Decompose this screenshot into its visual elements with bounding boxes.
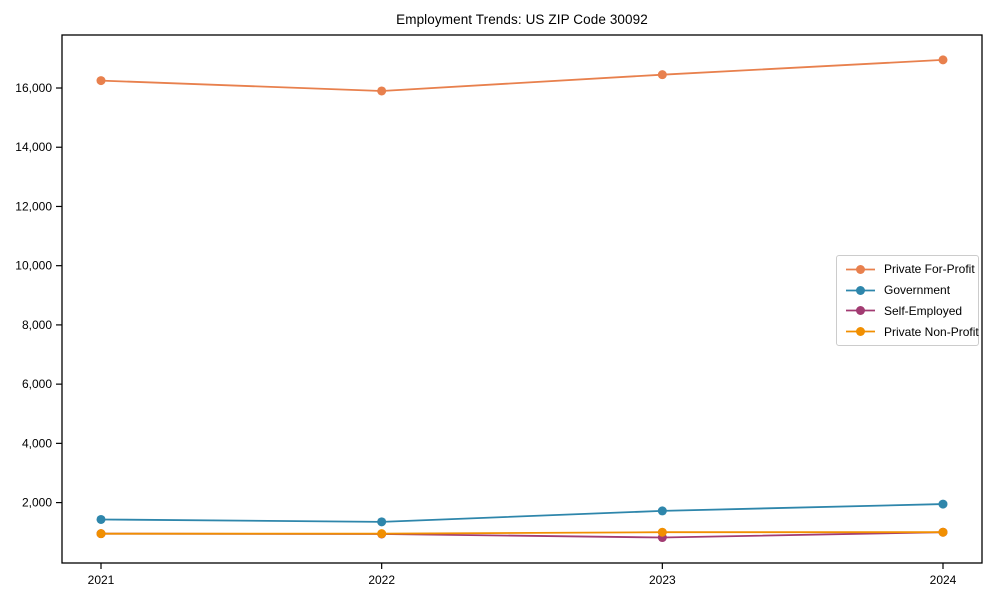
series-marker-private-non-profit [938, 527, 948, 537]
y-tick-label: 10,000 [15, 259, 52, 273]
y-tick-label: 6,000 [22, 377, 52, 391]
series-line-private-non-profit [100, 531, 944, 535]
legend-marker-icon [846, 285, 875, 295]
series-marker-private-for-profit [938, 55, 948, 65]
x-tick-label: 2024 [930, 573, 957, 587]
x-tick-label: 2022 [368, 573, 395, 587]
x-tick-label: 2023 [649, 573, 676, 587]
legend-item-government: Government [845, 280, 978, 300]
y-tick-label: 2,000 [22, 496, 52, 510]
legend-item-self-employed: Self-Employed [845, 301, 978, 321]
series-marker-private-for-profit [377, 86, 387, 96]
plot-frame [61, 34, 983, 564]
series-marker-government [938, 499, 948, 509]
series-marker-private-non-profit [657, 527, 667, 537]
y-tick-label: 8,000 [22, 318, 52, 332]
legend-marker-icon [846, 306, 875, 316]
chart-title: Employment Trends: US ZIP Code 30092 [396, 12, 648, 27]
y-tick-label: 12,000 [15, 199, 52, 213]
series-marker-government [377, 517, 387, 527]
series-marker-private-for-profit [96, 76, 106, 86]
legend: Private For-Profit Government Self-Employe… [836, 255, 979, 346]
legend-marker-icon [846, 264, 875, 274]
y-tick-label: 4,000 [22, 436, 52, 450]
legend-label: Private For-Profit [884, 262, 975, 277]
series-marker-private-for-profit [657, 70, 667, 80]
legend-item-private-for-profit: Private For-Profit [845, 259, 978, 279]
series-line-private-for-profit [100, 58, 944, 92]
x-tick-label: 2021 [88, 573, 115, 587]
series-marker-private-non-profit [377, 529, 387, 539]
y-tick-label: 14,000 [15, 140, 52, 154]
series-line-government [100, 503, 944, 523]
y-tick-label: 16,000 [15, 81, 52, 95]
legend-label: Self-Employed [884, 303, 963, 318]
legend-item-private-non-profit: Private Non-Profit [845, 322, 979, 342]
legend-marker-icon [846, 327, 875, 337]
legend-label: Government [884, 283, 951, 298]
series-marker-government [96, 514, 106, 524]
series-marker-private-non-profit [96, 529, 106, 539]
series-marker-government [657, 506, 667, 516]
legend-label: Private Non-Profit [884, 324, 979, 339]
